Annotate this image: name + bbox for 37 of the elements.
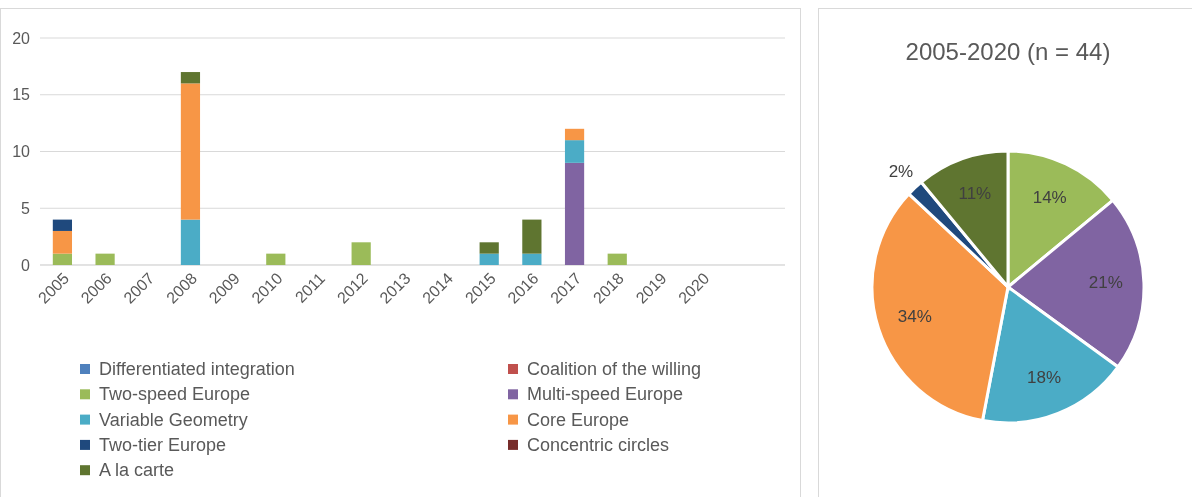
data-label: 34% <box>897 306 932 326</box>
bar <box>479 253 499 265</box>
legend-label: Two-speed Europe <box>99 384 251 405</box>
bar <box>180 72 201 84</box>
legend-label: Concentric circles <box>527 434 670 455</box>
bar <box>52 219 73 231</box>
data-label: 2% <box>888 162 914 182</box>
bar <box>479 242 499 254</box>
legend-label: Differentiated integration <box>99 359 295 379</box>
bar <box>522 253 542 265</box>
bar <box>522 219 542 254</box>
bar <box>564 140 585 163</box>
bar <box>180 83 201 220</box>
legend-label: Two-tier Europe <box>99 434 227 455</box>
data-label: 21% <box>1088 273 1123 293</box>
data-label: 14% <box>1032 187 1067 207</box>
legend-label: Multi-speed Europe <box>527 384 684 405</box>
legend-label: A la carte <box>99 460 175 481</box>
chart-title: 2005-2020 (n = 44) <box>905 38 1111 65</box>
bar <box>564 128 585 141</box>
bar <box>607 253 627 265</box>
bar <box>180 219 201 265</box>
bar <box>52 230 73 254</box>
y-tick-label: 5 <box>21 199 31 217</box>
y-tick-label: 20 <box>12 29 31 47</box>
bar <box>351 242 371 265</box>
legend-label: Coalition of the willing <box>527 359 702 379</box>
data-label: 18% <box>1027 367 1062 387</box>
y-tick-label: 0 <box>21 256 31 274</box>
legend-label: Variable Geometry <box>99 409 248 430</box>
legend-label: Core Europe <box>527 409 630 430</box>
y-tick-label: 10 <box>12 143 31 161</box>
bar <box>95 253 115 265</box>
bar <box>266 253 286 265</box>
y-tick-label: 15 <box>12 86 31 104</box>
bar <box>564 162 585 265</box>
bar <box>52 253 73 265</box>
